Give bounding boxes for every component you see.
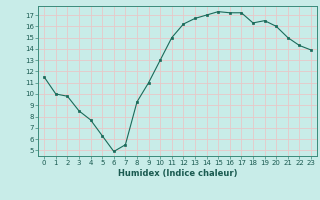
X-axis label: Humidex (Indice chaleur): Humidex (Indice chaleur) <box>118 169 237 178</box>
